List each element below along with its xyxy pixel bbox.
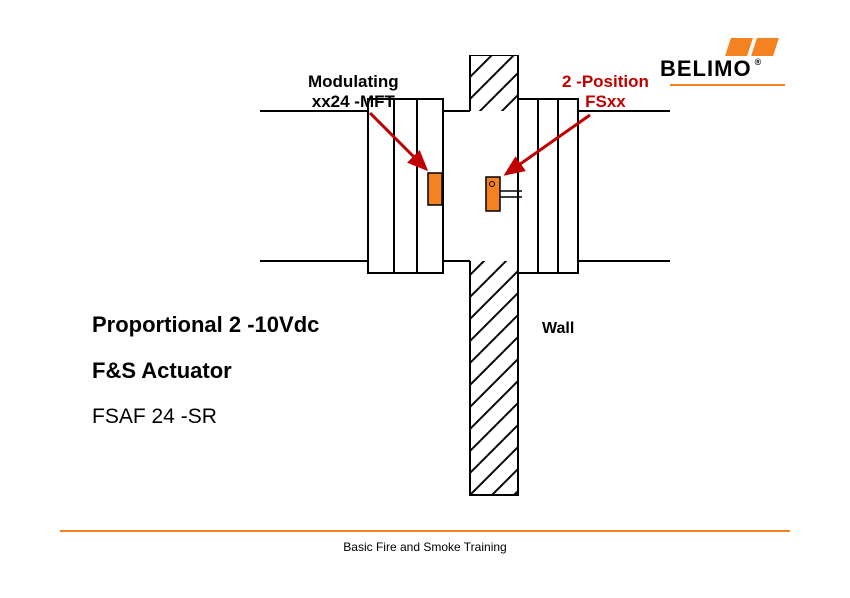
damper-diagram — [260, 55, 690, 515]
left-actuator — [428, 173, 442, 205]
slide: BELIMO ® — [0, 0, 850, 598]
footer-rule — [60, 530, 790, 532]
duct-right-fill — [518, 111, 678, 261]
modulating-line2: xx24 -MFT — [308, 92, 399, 112]
logo-square — [725, 38, 753, 56]
text-actuator: F&S Actuator — [92, 358, 232, 384]
modulating-label: Modulating xx24 -MFT — [308, 72, 399, 113]
text-model: FSAF 24 -SR — [92, 405, 217, 429]
modulating-line1: Modulating — [308, 72, 399, 92]
logo-square — [751, 38, 779, 56]
registered-icon: ® — [755, 57, 763, 67]
two-position-label: 2 -Position FSxx — [562, 72, 649, 113]
two-position-line2: FSxx — [562, 92, 649, 112]
two-position-line1: 2 -Position — [562, 72, 649, 92]
text-proportional: Proportional 2 -10Vdc — [92, 312, 319, 338]
logo-squares — [660, 38, 776, 56]
footer-text: Basic Fire and Smoke Training — [0, 540, 850, 554]
wall-label: Wall — [540, 320, 576, 338]
